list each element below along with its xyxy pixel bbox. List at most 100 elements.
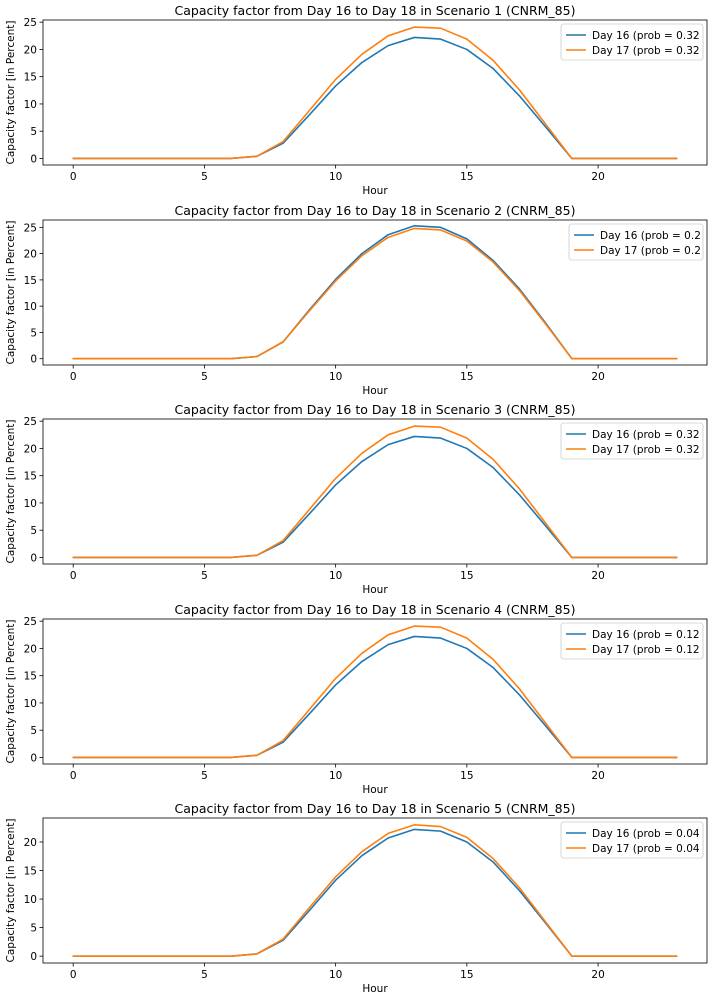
- legend-box: [560, 422, 704, 460]
- series-line-2: [72, 227, 678, 360]
- y-tick-label: 20: [24, 837, 37, 849]
- y-tick-label: 10: [24, 99, 37, 111]
- x-tick-label: 5: [201, 570, 208, 582]
- chart-panel-3: Capacity factor from Day 16 to Day 18 in…: [5, 402, 708, 596]
- y-tick-label: 10: [24, 894, 37, 906]
- y-tick-label: 5: [30, 525, 37, 537]
- x-tick-label: 5: [201, 770, 208, 782]
- legend-label-2: Day 17 (prob = 0.32: [592, 444, 700, 456]
- y-tick-label: 0: [30, 354, 37, 366]
- legend-box: [560, 821, 704, 859]
- x-tick-label: 20: [591, 371, 604, 383]
- legend-label-1: Day 16 (prob = 0.04: [592, 828, 700, 840]
- legend-box: [568, 223, 704, 261]
- series-line-2: [72, 824, 678, 957]
- chart-title: Capacity factor from Day 16 to Day 18 in…: [175, 801, 576, 816]
- series-line-2: [72, 625, 678, 759]
- x-tick-label: 15: [460, 969, 473, 981]
- x-tick-label: 5: [201, 171, 208, 183]
- chart-title: Capacity factor from Day 16 to Day 18 in…: [175, 602, 576, 617]
- y-tick-label: 25: [24, 616, 37, 628]
- y-tick-label: 15: [24, 866, 37, 878]
- y-axis-label: Capacity factor [in Percent]: [5, 21, 17, 165]
- x-tick-label: 15: [460, 570, 473, 582]
- series-line-2: [72, 425, 678, 559]
- legend-box: [560, 23, 704, 61]
- x-tick-label: 5: [201, 371, 208, 383]
- legend-box: [560, 622, 704, 660]
- y-tick-label: 15: [24, 275, 37, 287]
- y-tick-label: 5: [30, 327, 37, 339]
- x-axis-label: Hour: [362, 983, 388, 995]
- y-tick-label: 10: [24, 498, 37, 510]
- series-line-2: [72, 26, 678, 160]
- x-tick-label: 20: [591, 969, 604, 981]
- x-tick-label: 0: [70, 371, 77, 383]
- y-tick-label: 20: [24, 249, 37, 261]
- plot-frame: [42, 19, 708, 166]
- y-tick-label: 5: [30, 725, 37, 737]
- y-tick-label: 0: [30, 552, 37, 564]
- y-tick-label: 15: [24, 72, 37, 84]
- x-tick-label: 10: [329, 570, 342, 582]
- y-tick-label: 0: [30, 951, 37, 963]
- y-tick-label: 5: [30, 126, 37, 138]
- y-tick-label: 0: [30, 153, 37, 165]
- chart-title: Capacity factor from Day 16 to Day 18 in…: [175, 203, 576, 218]
- x-tick-label: 10: [329, 371, 342, 383]
- legend-label-2: Day 17 (prob = 0.04: [592, 843, 700, 855]
- y-axis-label: Capacity factor [in Percent]: [5, 221, 17, 365]
- y-tick-label: 25: [24, 416, 37, 428]
- legend: Day 16 (prob = 0.12 Day 17 (prob = 0.12: [560, 622, 704, 660]
- x-tick-label: 15: [460, 371, 473, 383]
- chart-panel-5: Capacity factor from Day 16 to Day 18 in…: [5, 801, 708, 995]
- y-tick-label: 25: [24, 222, 37, 234]
- y-axis-label: Capacity factor [in Percent]: [5, 620, 17, 764]
- x-tick-label: 10: [329, 770, 342, 782]
- x-tick-label: 0: [70, 171, 77, 183]
- legend: Day 16 (prob = 0.32 Day 17 (prob = 0.32: [560, 23, 704, 61]
- y-tick-label: 10: [24, 698, 37, 710]
- legend: Day 16 (prob = 0.32 Day 17 (prob = 0.32: [560, 422, 704, 460]
- x-tick-label: 10: [329, 171, 342, 183]
- y-tick-label: 10: [24, 301, 37, 313]
- x-tick-label: 0: [70, 570, 77, 582]
- x-tick-label: 10: [329, 969, 342, 981]
- x-axis-label: Hour: [362, 584, 388, 596]
- y-tick-label: 15: [24, 671, 37, 683]
- legend-label-1: Day 16 (prob = 0.32: [592, 30, 700, 42]
- legend-label-2: Day 17 (prob = 0.32: [592, 45, 700, 57]
- plot-frame: [42, 418, 708, 565]
- legend-label-1: Day 16 (prob = 0.2: [600, 230, 701, 242]
- x-axis-label: Hour: [362, 385, 388, 397]
- x-tick-label: 0: [70, 969, 77, 981]
- x-tick-label: 15: [460, 171, 473, 183]
- y-tick-label: 25: [24, 17, 37, 29]
- y-tick-label: 20: [24, 44, 37, 56]
- x-tick-label: 15: [460, 770, 473, 782]
- y-tick-label: 20: [24, 643, 37, 655]
- y-axis-label: Capacity factor [in Percent]: [5, 420, 17, 564]
- x-tick-label: 5: [201, 969, 208, 981]
- x-tick-label: 20: [591, 770, 604, 782]
- chart-panel-1: Capacity factor from Day 16 to Day 18 in…: [5, 3, 708, 197]
- x-tick-label: 20: [591, 570, 604, 582]
- legend: Day 16 (prob = 0.2 Day 17 (prob = 0.2: [568, 223, 704, 261]
- plot-frame: [42, 817, 708, 964]
- y-tick-label: 15: [24, 471, 37, 483]
- y-axis-label: Capacity factor [in Percent]: [5, 819, 17, 963]
- plot-frame: [42, 618, 708, 765]
- chart-title: Capacity factor from Day 16 to Day 18 in…: [175, 3, 576, 18]
- legend-label-2: Day 17 (prob = 0.12: [592, 644, 700, 656]
- plot-frame: [42, 219, 708, 366]
- legend-label-2: Day 17 (prob = 0.2: [600, 245, 701, 257]
- x-axis-label: Hour: [362, 185, 388, 197]
- chart-panel-2: Capacity factor from Day 16 to Day 18 in…: [5, 203, 708, 397]
- legend-label-1: Day 16 (prob = 0.12: [592, 629, 700, 641]
- x-axis-label: Hour: [362, 784, 388, 796]
- chart-panel-4: Capacity factor from Day 16 to Day 18 in…: [5, 602, 708, 796]
- y-tick-label: 5: [30, 923, 37, 935]
- legend: Day 16 (prob = 0.04 Day 17 (prob = 0.04: [560, 821, 704, 859]
- x-tick-label: 0: [70, 770, 77, 782]
